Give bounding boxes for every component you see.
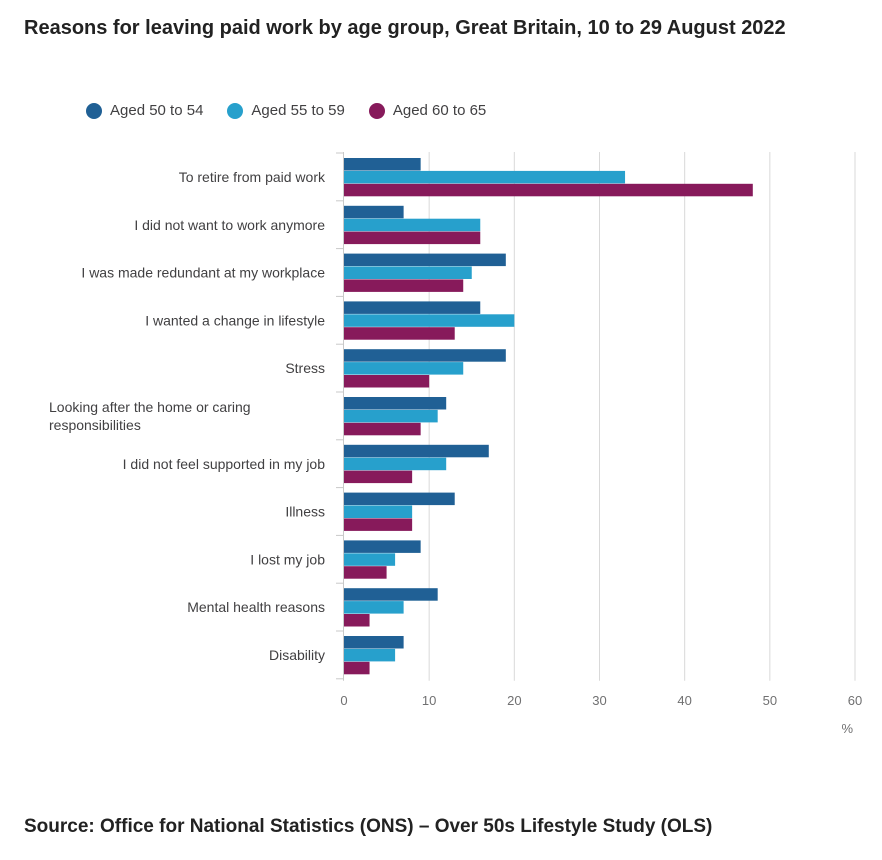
bar-aged-60-to-65-i-did-not-feel-supported-in-my-job: [344, 470, 413, 484]
bar-aged-50-to-54-illness: [344, 492, 455, 506]
bar-aged-50-to-54-i-did-not-feel-supported-in-my-job: [344, 444, 489, 458]
bar-aged-55-to-59-i-did-not-feel-supported-in-my-job: [344, 457, 447, 471]
legend-item-aged-55-59: Aged 55 to 59: [227, 102, 345, 119]
bar-aged-55-to-59-i-was-made-redundant-at-my-workplace: [344, 266, 472, 279]
bar-aged-60-to-65-illness: [344, 518, 413, 531]
bar-aged-60-to-65-i-did-not-want-to-work-anymore: [344, 231, 481, 245]
bar-aged-55-to-59-stress: [344, 362, 464, 375]
bar-aged-50-to-54-i-wanted-a-change-in-lifestyle: [344, 301, 481, 314]
bar-aged-60-to-65-i-was-made-redundant-at-my-workplace: [344, 279, 464, 292]
category-label-disability: Disability: [269, 647, 325, 663]
bar-aged-60-to-65-to-retire-from-paid-work: [344, 183, 753, 197]
x-tick-label-20: 20: [507, 693, 521, 708]
category-label-mental-health-reasons: Mental health reasons: [187, 599, 325, 615]
x-axis-label: %: [841, 721, 853, 736]
chart-title: Reasons for leaving paid work by age gro…: [24, 17, 786, 39]
bar-aged-60-to-65-i-lost-my-job: [344, 566, 387, 579]
legend-label-aged-60-65: Aged 60 to 65: [392, 102, 487, 119]
bar-aged-55-to-59-i-lost-my-job: [344, 553, 396, 566]
bar-aged-50-to-54-to-retire-from-paid-work: [344, 158, 421, 171]
source-note: Source: Office for National Statistics (…: [24, 816, 713, 837]
category-label-to-retire-from-paid-work: To retire from paid work: [179, 169, 326, 185]
bar-aged-55-to-59-to-retire-from-paid-work: [344, 170, 626, 184]
bar-aged-50-to-54-disability: [344, 636, 404, 649]
bar-chart: To retire from paid work I did not want t…: [49, 152, 862, 736]
bar-aged-60-to-65-disability: [344, 661, 370, 675]
bar-aged-50-to-54-i-was-made-redundant-at-my-workplace: [344, 253, 506, 267]
bar-aged-50-to-54-i-did-not-want-to-work-anymore: [344, 205, 404, 219]
bar-aged-60-to-65-looking-after-the-home-or-caring-responsibilities: [344, 422, 421, 436]
bar-aged-55-to-59-i-did-not-want-to-work-anymore: [344, 218, 481, 232]
category-label-stress: Stress: [285, 360, 325, 376]
bar-aged-55-to-59-looking-after-the-home-or-caring-responsibilities: [344, 409, 438, 423]
x-tick-label-30: 30: [592, 693, 606, 708]
x-tick-label-40: 40: [677, 693, 691, 708]
x-tick-label-50: 50: [763, 693, 777, 708]
legend-item-aged-50-54: Aged 50 to 54: [86, 102, 203, 119]
x-tick-label-10: 10: [422, 693, 436, 708]
x-tick-label-0: 0: [340, 693, 347, 708]
bar-aged-55-to-59-i-wanted-a-change-in-lifestyle: [344, 314, 515, 327]
legend-marker-aged-55-59: [227, 102, 244, 119]
bar-aged-55-to-59-mental-health-reasons: [344, 601, 404, 614]
category-label-illness: Illness: [285, 504, 325, 520]
bar-aged-55-to-59-illness: [344, 505, 413, 518]
category-label-looking-after-the-home-or-caring-responsibilities: Looking after the home or caring responsi…: [49, 399, 251, 433]
bar-aged-60-to-65-mental-health-reasons: [344, 614, 370, 627]
bar-aged-60-to-65-stress: [344, 375, 430, 388]
legend-label-aged-50-54: Aged 50 to 54: [110, 102, 204, 119]
bar-aged-50-to-54-i-lost-my-job: [344, 540, 421, 553]
legend-marker-aged-60-65: [368, 102, 385, 119]
category-label-i-wanted-a-change-in-lifestyle: I wanted a change in lifestyle: [145, 312, 325, 328]
category-label-i-did-not-want-to-work-anymore: I did not want to work anymore: [134, 217, 325, 233]
legend-marker-aged-50-54: [86, 102, 102, 119]
bar-aged-50-to-54-mental-health-reasons: [344, 588, 438, 601]
category-label-i-lost-my-job: I lost my job: [250, 551, 325, 567]
legend: Aged 50 to 54 Aged 55 to 59 Aged 60 to 6…: [86, 102, 510, 119]
category-label-i-was-made-redundant-at-my-workplace: I was made redundant at my workplace: [81, 265, 325, 281]
legend-item-aged-60-65: Aged 60 to 65: [368, 102, 487, 119]
bar-aged-50-to-54-stress: [344, 349, 506, 362]
bar-aged-50-to-54-looking-after-the-home-or-caring-responsibilities: [344, 397, 447, 410]
category-label-i-did-not-feel-supported-in-my-job: I did not feel supported in my job: [123, 456, 326, 472]
x-tick-label-60: 60: [848, 693, 862, 708]
bar-aged-60-to-65-i-wanted-a-change-in-lifestyle: [344, 327, 455, 340]
bar-aged-55-to-59-disability: [344, 648, 396, 662]
legend-label-aged-55-59: Aged 55 to 59: [251, 102, 345, 119]
